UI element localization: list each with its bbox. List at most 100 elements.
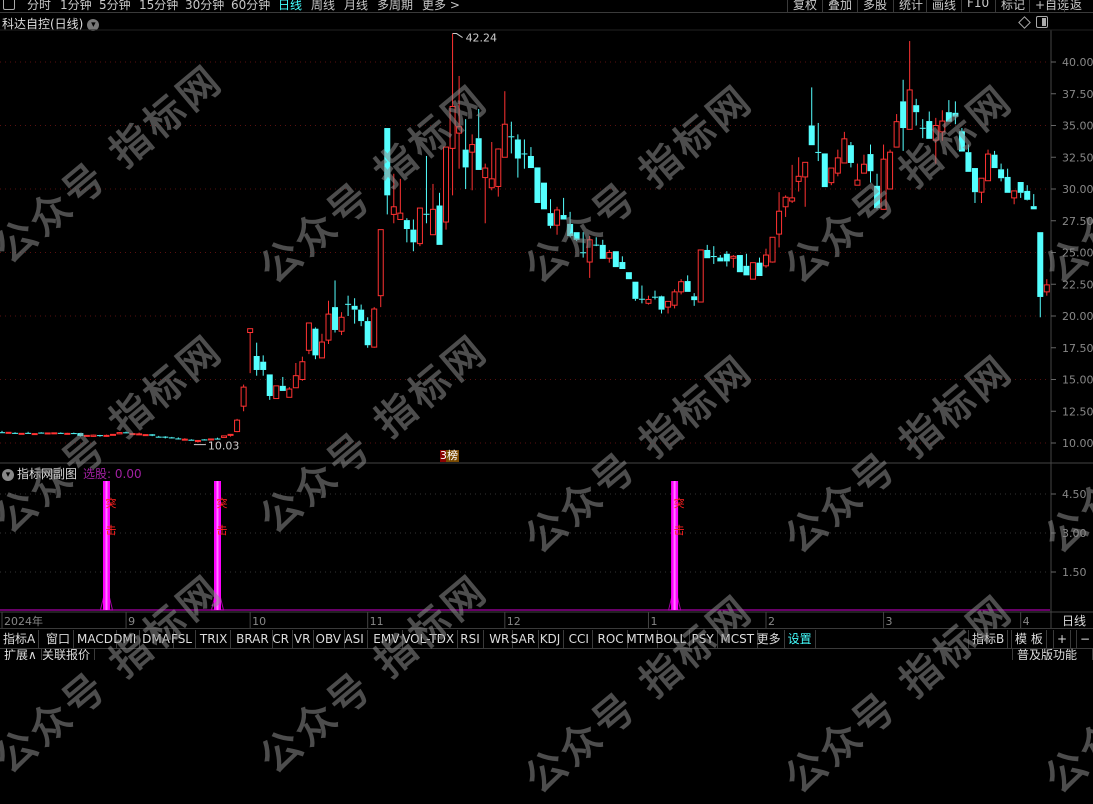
indicator-tab[interactable]: CR xyxy=(269,630,294,648)
indicator-tab[interactable]: 窗口 xyxy=(43,630,75,648)
indicator-tab[interactable]: OBV xyxy=(313,630,346,648)
period-tab[interactable]: 15分钟 xyxy=(139,0,179,12)
toolbar-button[interactable]: 画线 xyxy=(926,0,956,12)
candle xyxy=(12,432,19,434)
indicator-tab[interactable]: 更多 xyxy=(754,630,785,648)
candle xyxy=(188,439,195,441)
price-tick-label: 35.00 xyxy=(1062,120,1093,133)
right-tab[interactable]: 模 板 xyxy=(1011,630,1047,648)
indicator-tab[interactable]: DMI xyxy=(110,630,141,648)
period-tab[interactable]: 月线 xyxy=(344,0,369,12)
related-quotes-button[interactable]: 关联报价 xyxy=(38,648,96,660)
candle-body xyxy=(906,89,913,130)
candle-body xyxy=(599,244,606,259)
candle-body xyxy=(443,146,450,223)
period-tab[interactable]: 60分钟 xyxy=(231,0,271,12)
candle-body xyxy=(403,220,410,230)
kline-chart[interactable]: 40.00 37.50 35.00 32.50 30.00 27.50 25.00 22.50… xyxy=(0,0,1093,628)
candle xyxy=(332,280,339,333)
indicator-tab[interactable]: 设置 xyxy=(785,630,816,648)
candle-body xyxy=(834,157,841,174)
indicator-tab[interactable]: CCI xyxy=(566,630,593,648)
candle xyxy=(462,119,469,189)
chevron-down-icon[interactable]: ▾ xyxy=(2,468,14,481)
period-tab[interactable]: 多周期 xyxy=(377,0,414,12)
candle-body xyxy=(527,155,534,169)
indicator-tab[interactable]: VR xyxy=(291,630,315,648)
candle-body xyxy=(691,296,698,301)
right-tab[interactable]: + xyxy=(1053,630,1072,648)
candle xyxy=(769,236,776,263)
candle xyxy=(808,87,815,146)
indicator-tab[interactable]: KDJ xyxy=(537,630,565,648)
candle-body xyxy=(756,262,763,276)
toolbar-button[interactable]: 统计 xyxy=(893,0,923,12)
candle-body xyxy=(769,236,776,263)
period-tab[interactable]: 5分钟 xyxy=(99,0,131,12)
candle xyxy=(945,100,952,122)
toolbar-button[interactable]: F10 xyxy=(961,0,989,12)
layout-icon[interactable] xyxy=(3,0,15,10)
chevron-down-icon[interactable]: ▾ xyxy=(87,18,100,31)
candle xyxy=(5,431,12,434)
candle xyxy=(652,290,658,300)
period-label[interactable]: 日线 xyxy=(1062,614,1087,628)
period-tab[interactable]: 日线 xyxy=(278,0,303,12)
indicator-tab[interactable]: BRAR xyxy=(233,630,273,648)
candle xyxy=(1043,279,1050,296)
indicator-tab[interactable]: ROC xyxy=(595,630,628,648)
indicator-tab[interactable]: PSY xyxy=(689,630,718,648)
candle xyxy=(952,101,959,125)
indicator-tab[interactable]: MTM xyxy=(623,630,659,648)
indicator-tab[interactable]: RSI xyxy=(457,630,484,648)
candle-body xyxy=(782,196,789,208)
candle xyxy=(906,41,913,130)
candle-body xyxy=(188,439,195,441)
indicator-tab[interactable]: ASI xyxy=(341,630,368,648)
panel-toggle-icon[interactable] xyxy=(1036,16,1048,28)
indicator-tab[interactable]: MACD xyxy=(74,630,117,648)
indicator-tab[interactable]: SAR xyxy=(508,630,540,648)
toolbar-button[interactable]: 标记 xyxy=(995,0,1025,12)
candle xyxy=(123,431,130,434)
period-tab[interactable]: 更多 > xyxy=(422,0,460,12)
right-tab[interactable]: 指标B xyxy=(968,630,1009,648)
period-tab[interactable]: 周线 xyxy=(311,0,336,12)
period-tab[interactable]: 30分钟 xyxy=(185,0,225,12)
candle-body xyxy=(436,205,443,245)
expand-button[interactable]: 扩展∧ xyxy=(0,648,42,660)
candle-body xyxy=(893,121,900,148)
period-tab[interactable]: 1分钟 xyxy=(60,0,92,12)
indicator-tab[interactable]: FSL xyxy=(168,630,196,648)
candle-body xyxy=(743,265,750,276)
indicator-tab[interactable]: VOL-TDX xyxy=(399,630,459,648)
candle xyxy=(77,432,84,437)
right-tab[interactable]: − xyxy=(1076,630,1093,648)
candle xyxy=(83,434,90,437)
indicator-tab[interactable]: EMV xyxy=(370,630,404,648)
candle-body xyxy=(429,208,436,236)
candle xyxy=(527,147,534,169)
toolbar-button[interactable]: 复权 xyxy=(787,0,817,12)
toolbar-button[interactable]: 返回 xyxy=(1064,0,1093,12)
indicator-tab[interactable]: 指标A xyxy=(0,630,40,648)
candle xyxy=(632,281,639,301)
help-link[interactable]: 普及版功能说明 xyxy=(1012,648,1093,660)
toolbar-button[interactable]: 叠加 xyxy=(822,0,852,12)
candle xyxy=(482,163,489,224)
period-tab[interactable]: 分时 xyxy=(27,0,52,12)
indicator-tab[interactable]: BOLL xyxy=(652,630,691,648)
toolbar-button[interactable]: +自选 xyxy=(1029,0,1069,12)
indicator-tab[interactable]: MCST xyxy=(717,630,759,648)
candle-body xyxy=(266,374,273,397)
indicator-tab[interactable]: TRIX xyxy=(197,630,232,648)
candle-body xyxy=(684,281,691,292)
indicator-tab[interactable]: DMA xyxy=(139,630,174,648)
candle-body xyxy=(96,435,103,437)
indicator-tab[interactable]: WR xyxy=(486,630,514,648)
date-label: 12 xyxy=(507,615,521,628)
candle xyxy=(64,432,71,435)
candle xyxy=(521,139,528,169)
toolbar-button[interactable]: 多股 xyxy=(857,0,887,12)
